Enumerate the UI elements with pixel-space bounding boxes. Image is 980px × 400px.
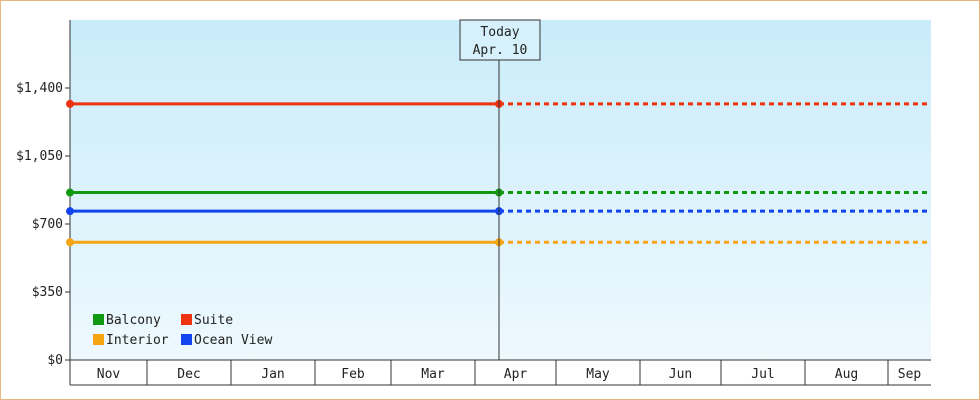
today-title: Today xyxy=(480,25,519,40)
x-tick-label: Jun xyxy=(669,367,692,382)
x-tick-label: Aug xyxy=(835,367,858,382)
series-suite xyxy=(66,99,931,108)
y-tick-label: $1,050 xyxy=(16,149,63,164)
legend-label: Balcony xyxy=(106,313,161,328)
series-interior xyxy=(66,238,931,247)
legend-swatch xyxy=(93,334,104,345)
today-date: Apr. 10 xyxy=(473,43,528,58)
y-axis: $0 $350 $700 $1,050 $1,400 xyxy=(16,20,71,368)
series-point xyxy=(66,188,74,197)
series-point xyxy=(66,238,74,247)
legend-item: Balcony xyxy=(93,313,161,328)
x-tick-label: Sep xyxy=(898,367,922,382)
series-point xyxy=(66,207,74,216)
legend-item: Ocean View xyxy=(181,333,272,348)
x-tick-label: Apr xyxy=(504,367,528,382)
x-tick-label: Jul xyxy=(751,367,774,382)
legend-swatch xyxy=(93,314,104,325)
x-tick-label: Feb xyxy=(341,367,365,382)
legend: Balcony Suite Interior Ocean View xyxy=(93,313,272,348)
x-tick-label: May xyxy=(586,367,610,382)
x-tick-label: Mar xyxy=(421,367,445,382)
legend-swatch xyxy=(181,314,192,325)
y-tick-label: $700 xyxy=(32,217,63,232)
x-tick-label: Nov xyxy=(97,367,121,382)
legend-label: Interior xyxy=(106,333,169,348)
today-marker: Today Apr. 10 xyxy=(459,19,541,360)
y-tick-label: $1,400 xyxy=(16,81,63,96)
legend-item: Interior xyxy=(93,333,169,348)
y-tick-label: $0 xyxy=(47,353,63,368)
x-tick-label: Dec xyxy=(177,367,200,382)
x-axis: Nov Dec Jan Feb Mar Apr May Jun Jul Aug Sep xyxy=(69,359,931,386)
today-box xyxy=(459,19,541,61)
legend-label: Ocean View xyxy=(194,333,272,348)
x-tick-label: Jan xyxy=(261,367,284,382)
legend-label: Suite xyxy=(194,313,233,328)
series-point xyxy=(66,99,74,108)
series-layer xyxy=(66,99,931,247)
y-tick-label: $350 xyxy=(32,285,63,300)
legend-item: Suite xyxy=(181,313,233,328)
legend-swatch xyxy=(181,334,192,345)
